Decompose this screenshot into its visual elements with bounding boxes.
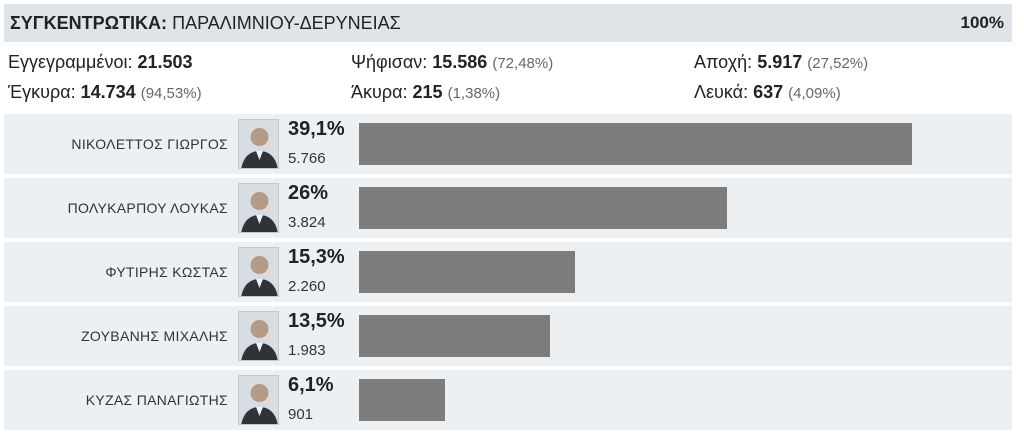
stat-blank: Λευκά: 637 (4,09%) [694,82,841,103]
result-bar [359,187,727,229]
candidate-photo [238,375,279,425]
stat-invalid: Άκυρα: 215 (1,38%) [351,82,500,103]
person-icon [239,312,278,360]
person-icon [239,248,278,296]
candidate-name: ΝΙΚΟΛΕΤΤΟΣ ΓΙΩΡΓΟΣ [71,136,228,152]
candidate-votes: 2.260 [288,278,326,295]
stat-registered-value: 21.503 [137,52,193,72]
candidate-percentage: 13,5% [288,310,345,332]
candidate-percentage: 26% [288,182,329,204]
stat-invalid-pct: (1,38%) [447,85,501,102]
candidate-name: ΦΥΤΙΡΗΣ ΚΩΣΤΑΣ [105,264,228,280]
stat-valid-value: 14.734 [80,82,136,102]
candidate-photo [238,183,279,233]
candidate-photo [238,247,279,297]
candidate-votes: 901 [288,406,314,423]
candidate-row: ΦΥΤΙΡΗΣ ΚΩΣΤΑΣ 15,3% 2.260 [4,242,1012,304]
page-title: ΣΥΓΚΕΝΤΡΩΤΙΚΑ: ΠΑΡΑΛΙΜΝΙΟΥ-ΔΕΡΥΝΕΙΑΣ [10,13,401,34]
stat-invalid-value: 215 [412,82,443,102]
stat-abstention-label: Αποχή: [694,52,753,72]
stat-blank-value: 637 [753,82,784,102]
counted-percentage: 100% [960,13,1004,32]
result-bar [359,315,550,357]
candidate-row: ΝΙΚΟΛΕΤΤΟΣ ΓΙΩΡΓΟΣ 39,1% 5.766 [4,114,1012,176]
stat-registered: Εγγεγραμμένοι: 21.503 [8,52,193,73]
stat-invalid-label: Άκυρα: [351,82,408,102]
person-icon [239,376,278,424]
candidate-results-chart: ΝΙΚΟΛΕΤΤΟΣ ΓΙΩΡΓΟΣ 39,1% 5.766 ΠΟΛΥΚΑΡΠΟΥ Λ… [4,114,1012,434]
stat-valid-label: Έγκυρα: [8,82,76,102]
result-bar [359,123,912,165]
candidate-photo [238,311,279,361]
stat-registered-label: Εγγεγραμμένοι: [8,52,133,72]
person-icon [239,120,278,168]
turnout-stats: Εγγεγραμμένοι: 21.503 Ψήφισαν: 15.586 (7… [4,50,1012,110]
result-bar [359,251,575,293]
results-header: ΣΥΓΚΕΝΤΡΩΤΙΚΑ: ΠΑΡΑΛΙΜΝΙΟΥ-ΔΕΡΥΝΕΙΑΣ 100… [4,4,1012,42]
stat-voted-value: 15.586 [432,52,488,72]
stat-voted-pct: (72,48%) [492,55,554,72]
stat-blank-label: Λευκά: [694,82,749,102]
stat-abstention-pct: (27,52%) [807,55,869,72]
stat-voted: Ψήφισαν: 15.586 (72,48%) [351,52,553,73]
candidate-row: ΖΟΥΒΑΝΗΣ ΜΙΧΑΛΗΣ 13,5% 1.983 [4,306,1012,368]
stat-abstention-value: 5.917 [757,52,803,72]
candidate-name: ΠΟΛΥΚΑΡΠΟΥ ΛΟΥΚΑΣ [67,200,228,216]
candidate-row: ΚΥΖΑΣ ΠΑΝΑΓΙΩΤΗΣ 6,1% 901 [4,370,1012,432]
candidate-percentage: 15,3% [288,246,345,268]
stat-voted-label: Ψήφισαν: [351,52,428,72]
candidate-name: ΚΥΖΑΣ ΠΑΝΑΓΙΩΤΗΣ [85,392,228,408]
stat-valid-pct: (94,53%) [140,85,202,102]
candidate-percentage: 6,1% [288,374,334,396]
municipality-name: ΠΑΡΑΛΙΜΝΙΟΥ-ΔΕΡΥΝΕΙΑΣ [172,12,401,33]
stat-blank-pct: (4,09%) [788,85,841,102]
candidate-name: ΖΟΥΒΑΝΗΣ ΜΙΧΑΛΗΣ [81,328,228,344]
candidate-votes: 3.824 [288,214,326,231]
stat-valid: Έγκυρα: 14.734 (94,53%) [8,82,202,103]
person-icon [239,184,278,232]
candidate-percentage: 39,1% [288,118,345,140]
candidate-photo [238,119,279,169]
candidate-votes: 5.766 [288,150,326,167]
result-bar [359,379,445,421]
candidate-votes: 1.983 [288,342,326,359]
title-label: ΣΥΓΚΕΝΤΡΩΤΙΚΑ: [10,12,168,33]
candidate-row: ΠΟΛΥΚΑΡΠΟΥ ΛΟΥΚΑΣ 26% 3.824 [4,178,1012,240]
stat-abstention: Αποχή: 5.917 (27,52%) [694,52,868,73]
